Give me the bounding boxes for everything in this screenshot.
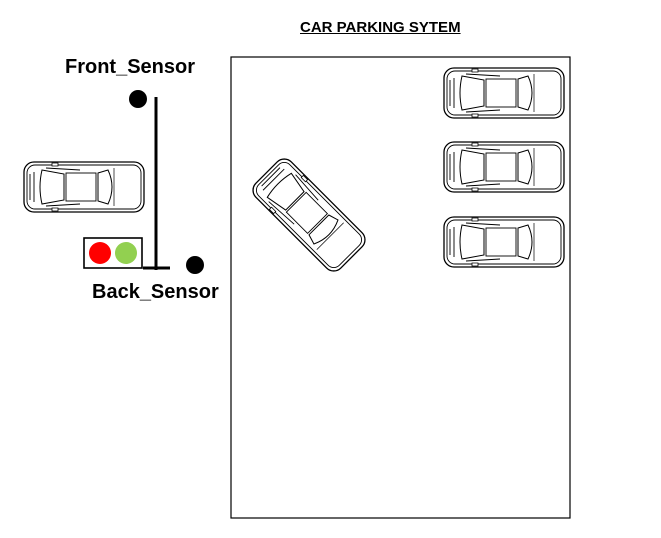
back-sensor-label: Back_Sensor bbox=[92, 281, 219, 303]
parked-car-1 bbox=[443, 67, 565, 119]
front-sensor-label: Front_Sensor bbox=[65, 56, 196, 78]
parked-car-2 bbox=[443, 141, 565, 193]
parking-lot-area bbox=[230, 56, 571, 519]
green-light bbox=[115, 242, 137, 264]
waiting-car bbox=[23, 161, 145, 213]
parked-car-3 bbox=[443, 216, 565, 268]
back-sensor-dot bbox=[186, 256, 204, 274]
diagram-title: CAR PARKING SYTEM bbox=[300, 19, 461, 36]
red-light bbox=[89, 242, 111, 264]
front-sensor-dot bbox=[129, 90, 147, 108]
